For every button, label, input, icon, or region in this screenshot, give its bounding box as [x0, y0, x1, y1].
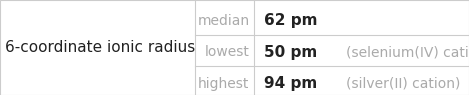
Text: 50 pm: 50 pm — [264, 45, 317, 60]
Text: 62 pm: 62 pm — [264, 13, 317, 28]
Text: (silver(II) cation): (silver(II) cation) — [346, 77, 460, 91]
Text: 6-coordinate ionic radius: 6-coordinate ionic radius — [5, 40, 195, 55]
Text: lowest: lowest — [204, 45, 250, 59]
Text: (selenium(IV) cation): (selenium(IV) cation) — [346, 45, 469, 59]
Text: highest: highest — [198, 77, 250, 91]
Text: median: median — [197, 14, 250, 28]
Text: 94 pm: 94 pm — [264, 76, 317, 91]
